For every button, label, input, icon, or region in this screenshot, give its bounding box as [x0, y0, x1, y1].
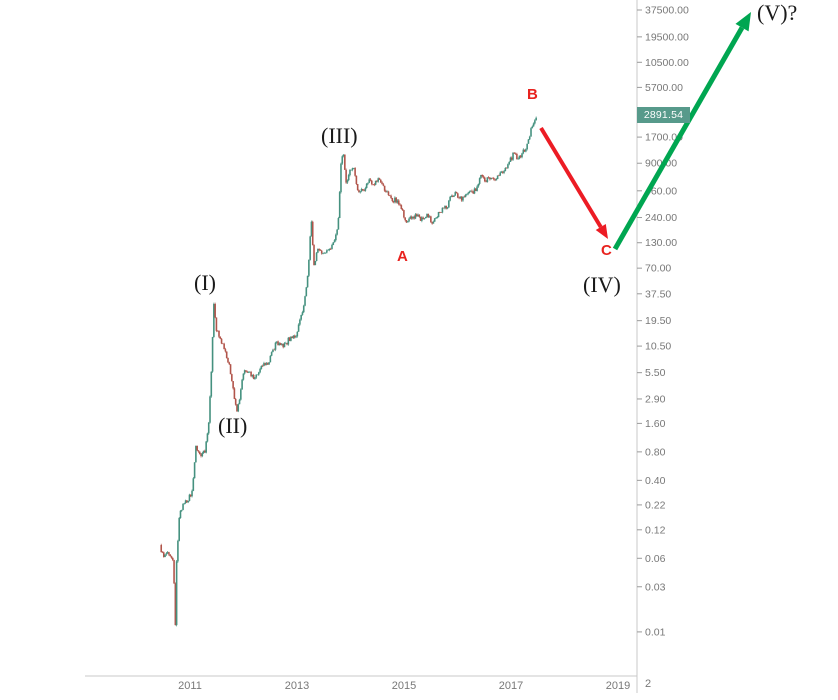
wave-label-3: (IV) [583, 272, 621, 297]
trend-arrowhead-1 [735, 12, 751, 32]
wave-label-4: (V)? [757, 0, 798, 25]
price-tick-label: 0.03 [645, 581, 666, 593]
price-tick-label: 460.00 [645, 185, 677, 197]
time-tick-label: 2017 [499, 680, 523, 692]
price-tick-label: 5.50 [645, 367, 666, 379]
abc-label-1: B [527, 86, 538, 103]
price-tick-label: 240.00 [645, 212, 677, 224]
abc-label-2: C [601, 242, 612, 259]
time-axis-partial-label: 2 [645, 678, 652, 690]
price-tick-label: 37500.00 [645, 4, 689, 16]
time-tick-label: 2013 [285, 680, 309, 692]
current-price-badge: 2891.54 [637, 107, 690, 124]
price-tick-label: 0.80 [645, 446, 666, 458]
candlestick-series [160, 116, 537, 627]
price-tick-label: 5700.00 [645, 82, 683, 94]
price-tick-label: 70.00 [645, 263, 671, 275]
time-axis[interactable]: 2011 2013 2015 2017 2019 [85, 675, 637, 692]
trend-arrow-0 [539, 126, 603, 229]
wave-label-0: (I) [194, 270, 216, 295]
time-tick-label: 2019 [606, 680, 630, 692]
price-tick-label: 1700.00 [645, 132, 683, 144]
trend-arrows [539, 12, 751, 251]
time-tick-label: 2015 [392, 680, 416, 692]
time-tick-label: 2011 [178, 680, 202, 692]
price-tick-label: 0.40 [645, 475, 666, 487]
price-tick-label: 1.60 [645, 418, 666, 430]
price-tick-label: 0.22 [645, 499, 666, 511]
wave-label-1: (II) [218, 413, 248, 438]
price-tick-label: 0.01 [645, 626, 666, 638]
price-tick-label: 2.90 [645, 393, 666, 405]
price-tick-label: 130.00 [645, 237, 677, 249]
trend-arrowhead-0 [595, 223, 608, 239]
abc-label-0: A [397, 248, 408, 265]
price-tick-label: 10500.00 [645, 57, 689, 69]
wave-label-2: (III) [321, 123, 358, 148]
price-tick-label: 0.06 [645, 553, 666, 565]
price-axis[interactable]: 37500.0019500.0010500.005700.001700.0090… [636, 0, 689, 693]
price-tick-label: 10.50 [645, 341, 671, 353]
price-tick-label: 37.50 [645, 288, 671, 300]
price-tick-label: 19500.00 [645, 31, 689, 43]
price-tick-label: 0.12 [645, 524, 666, 536]
price-tick-label: 19.50 [645, 315, 671, 327]
trend-arrow-1 [612, 26, 745, 251]
